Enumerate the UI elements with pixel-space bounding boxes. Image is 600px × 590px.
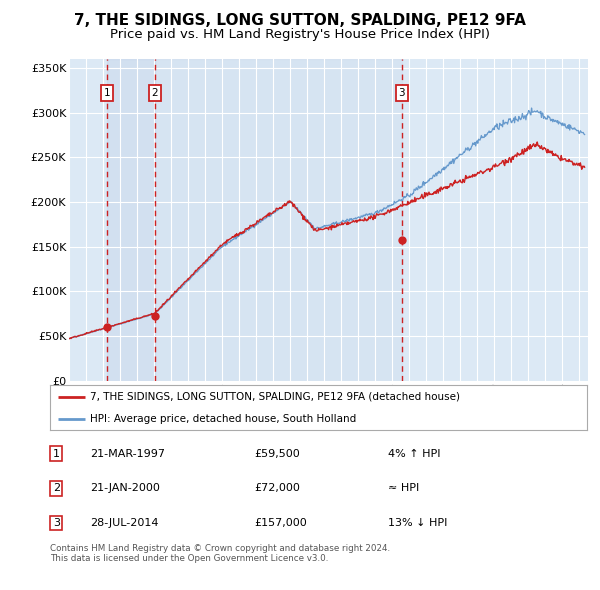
Text: 3: 3 [398, 88, 405, 98]
Text: ≈ HPI: ≈ HPI [388, 483, 419, 493]
Text: 21-JAN-2000: 21-JAN-2000 [90, 483, 160, 493]
Bar [107, 59, 155, 381]
Text: 2: 2 [53, 483, 60, 493]
Text: 3: 3 [53, 518, 60, 528]
Text: 28-JUL-2014: 28-JUL-2014 [90, 518, 158, 528]
Text: Contains HM Land Registry data © Crown copyright and database right 2024.
This d: Contains HM Land Registry data © Crown c… [50, 544, 390, 563]
Text: 1: 1 [53, 449, 60, 459]
Text: 21-MAR-1997: 21-MAR-1997 [90, 449, 165, 459]
Text: HPI: Average price, detached house, South Holland: HPI: Average price, detached house, Sout… [90, 414, 356, 424]
Text: 7, THE SIDINGS, LONG SUTTON, SPALDING, PE12 9FA (detached house): 7, THE SIDINGS, LONG SUTTON, SPALDING, P… [90, 392, 460, 402]
Text: 4% ↑ HPI: 4% ↑ HPI [388, 449, 440, 459]
Text: £72,000: £72,000 [254, 483, 300, 493]
Text: Price paid vs. HM Land Registry's House Price Index (HPI): Price paid vs. HM Land Registry's House … [110, 28, 490, 41]
Text: £59,500: £59,500 [254, 449, 299, 459]
Text: 2: 2 [152, 88, 158, 98]
Text: 1: 1 [103, 88, 110, 98]
Text: 7, THE SIDINGS, LONG SUTTON, SPALDING, PE12 9FA: 7, THE SIDINGS, LONG SUTTON, SPALDING, P… [74, 13, 526, 28]
Text: £157,000: £157,000 [254, 518, 307, 528]
Text: 13% ↓ HPI: 13% ↓ HPI [388, 518, 448, 528]
Bar [155, 59, 402, 381]
